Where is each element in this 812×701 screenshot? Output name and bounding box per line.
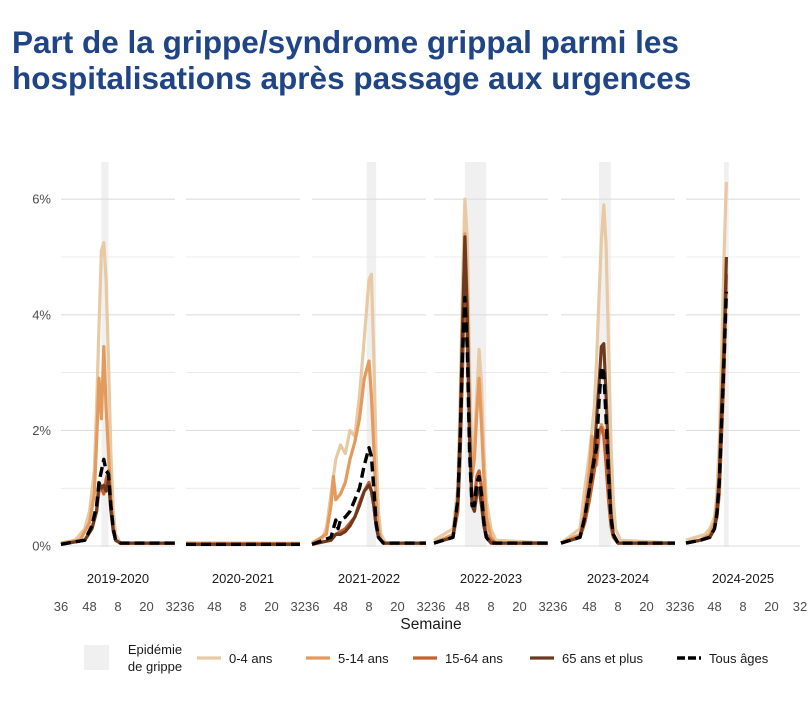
series-line-age-5-14 [60, 345, 175, 545]
legend-label-age-65-plus: 65 ans et plus [562, 651, 643, 666]
facet-panel-2022-2023 [433, 162, 549, 547]
x-tick-label: 20 [264, 599, 278, 614]
legend-epidemic-label: de grippe [128, 659, 182, 674]
x-tick-label: 3236 [666, 599, 695, 614]
season-label: 2022-2023 [460, 571, 522, 586]
legend-label-age-15-64: 15-64 ans [445, 651, 503, 666]
series-line-age-15-64 [433, 267, 548, 545]
series-line-all-ages [560, 365, 675, 545]
x-tick-label: 20 [764, 599, 778, 614]
legend-epidemic-label: Epidémie [128, 642, 182, 657]
series-line-age-65-plus [685, 256, 728, 545]
x-tick-label: 3236 [417, 599, 446, 614]
series-line-age-0-4 [60, 241, 175, 545]
season-label: 2024-2025 [712, 571, 774, 586]
y-tick-label: 2% [32, 423, 51, 438]
x-tick-label: 20 [390, 599, 404, 614]
epidemic-band [366, 162, 377, 547]
x-tick-label: 8 [614, 599, 621, 614]
x-tick-label: 48 [582, 599, 596, 614]
legend-label-all-ages: Tous âges [709, 651, 769, 666]
series-line-age-65-plus [433, 235, 548, 545]
x-tick-label: 48 [333, 599, 347, 614]
season-label: 2020-2021 [212, 571, 274, 586]
facet-panel-2020-2021 [185, 198, 301, 547]
x-tick-label: 48 [455, 599, 469, 614]
x-tick-label: 8 [739, 599, 746, 614]
facet-panel-2021-2022 [311, 162, 426, 547]
legend-epidemic-key [84, 645, 109, 670]
season-label: 2023-2024 [587, 571, 649, 586]
chart-title-line-1: Part de la grippe/syndrome grippal parmi… [12, 24, 679, 60]
y-tick-label: 0% [32, 539, 51, 554]
series-line-age-5-14 [560, 423, 675, 545]
legend-label-age-5-14: 5-14 ans [338, 651, 389, 666]
series-line-age-0-4 [433, 197, 549, 545]
epidemic-band [724, 162, 729, 547]
chart-title-line-2: hospitalisations après passage aux urgen… [12, 60, 692, 96]
x-tick-label: 36 [54, 599, 68, 614]
x-tick-label: 48 [82, 599, 96, 614]
season-label: 2019-2020 [87, 571, 149, 586]
x-tick-label: 48 [207, 599, 221, 614]
x-tick-label: 3236 [166, 599, 195, 614]
x-tick-label: 20 [639, 599, 653, 614]
series-line-age-65-plus [311, 483, 426, 546]
x-tick-label: 3236 [291, 599, 320, 614]
x-tick-label: 20 [512, 599, 526, 614]
y-tick-label: 4% [32, 307, 51, 322]
x-tick-label: 8 [114, 599, 121, 614]
x-tick-label: 8 [239, 599, 246, 614]
series-line-all-ages [311, 446, 426, 546]
series-line-age-5-14 [433, 232, 548, 545]
x-axis-title: Semaine [400, 616, 461, 633]
y-tick-label: 6% [32, 192, 51, 207]
x-tick-label: 32 [793, 599, 807, 614]
legend: Epidémie de grippe 0-4 ans 5-14 ans 15-64 an… [84, 642, 769, 674]
season-label: 2021-2022 [338, 571, 400, 586]
series-line-age-0-4 [560, 203, 676, 545]
facet-panel-2019-2020 [60, 162, 175, 547]
x-tick-label: 3236 [539, 599, 568, 614]
series-line-all-ages [685, 291, 729, 545]
x-tick-label: 8 [487, 599, 494, 614]
legend-label-age-0-4: 0-4 ans [229, 651, 273, 666]
x-tick-label: 20 [139, 599, 153, 614]
series-line-age-65-plus [560, 342, 675, 545]
x-tick-label: 48 [707, 599, 721, 614]
series-line-age-15-64 [560, 425, 675, 545]
series-line-age-15-64 [60, 469, 175, 546]
series-line-all-ages [433, 295, 548, 545]
facet-panel-2024-2025 [685, 162, 800, 547]
x-tick-label: 8 [365, 599, 372, 614]
facet-panel-2023-2024 [560, 162, 676, 547]
series-line-all-ages [60, 457, 175, 546]
chart-title: Part de la grippe/syndrome grippal parmi… [12, 24, 691, 96]
